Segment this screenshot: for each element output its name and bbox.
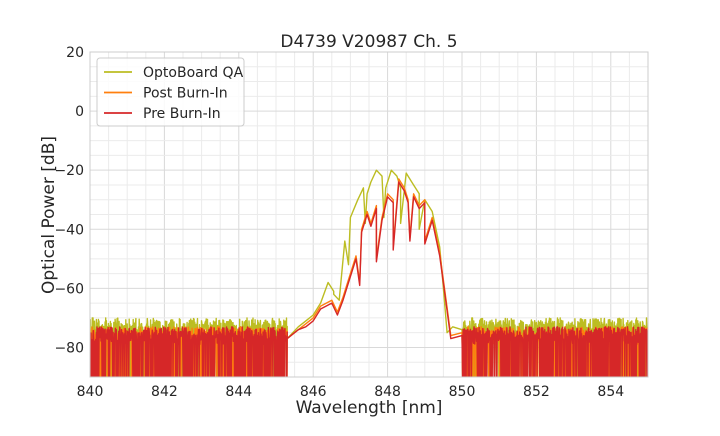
tick-labels: 840 842 844 846 848 850 852 854 20 0 −20 −40 −60 −80 [54,45,624,400]
y-tick-label: 0 [75,104,84,120]
plot-frame [89,51,649,378]
legend-label: Post Burn-In [143,86,228,102]
x-tick-label: 850 [449,384,476,400]
y-tick-label: 20 [66,45,84,61]
legend-label: OptoBoard QA [143,65,244,81]
x-axis-label: Wavelength [nm] [296,398,443,418]
y-tick-label: −60 [54,281,84,297]
y-tick-label: −20 [54,163,84,179]
x-tick-label: 854 [597,384,624,400]
x-tick-label: 852 [523,384,550,400]
legend: OptoBoard QA Post Burn-In Pre Burn-In [96,57,245,127]
y-axis-label: Optical Power [dB] [39,136,59,294]
legend-box [96,57,245,127]
chart-title: D4739 V20987 Ch. 5 [280,32,457,52]
x-tick-label: 846 [300,384,327,400]
y-tick-label: −80 [54,340,84,356]
legend-label: Pre Burn-In [143,106,221,122]
x-tick-label: 840 [77,384,104,400]
x-tick-label: 842 [151,384,178,400]
series-layer [90,169,648,377]
series-line [90,181,648,377]
x-tick-label: 844 [225,384,252,400]
x-tick-label: 848 [374,384,401,400]
series-pre-burn-in [90,181,648,377]
y-tick-label: −40 [54,222,84,238]
